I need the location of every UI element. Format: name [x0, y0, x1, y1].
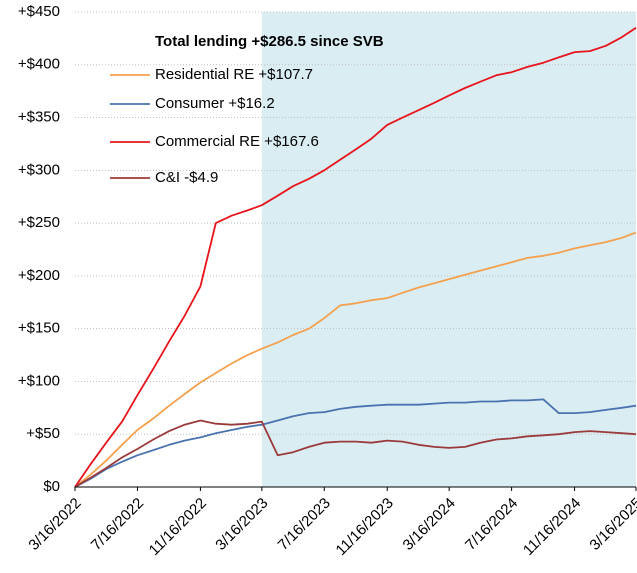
- x-tick-label: 11/16/2022: [146, 495, 210, 559]
- x-tick-label: 7/16/2022: [88, 495, 147, 554]
- x-tick-label: 3/16/2022: [25, 495, 84, 554]
- y-tick-label: $0: [43, 478, 60, 495]
- x-tick-label: 3/16/2025: [586, 495, 637, 554]
- x-tick-label: 3/16/2024: [400, 495, 459, 554]
- series-line: [74, 27, 637, 488]
- x-tick-label: 11/16/2024: [520, 495, 584, 559]
- x-tick-label: 7/16/2024: [462, 495, 521, 554]
- y-tick-label: +$450: [18, 3, 60, 20]
- legend-label: Commercial RE +$167.6: [155, 133, 319, 150]
- y-tick-label: +$350: [18, 109, 60, 126]
- x-tick-label: 3/16/2023: [212, 495, 271, 554]
- y-tick-label: +$200: [18, 267, 60, 284]
- y-tick-label: +$150: [18, 320, 60, 337]
- legend-label: C&I -$4.9: [155, 169, 218, 186]
- series-line: [74, 419, 637, 488]
- x-tick-label: 11/16/2023: [333, 495, 397, 559]
- chart-title: Total lending +$286.5 since SVB: [155, 33, 384, 50]
- y-tick-label: +$300: [18, 161, 60, 178]
- legend-label: Residential RE +$107.7: [155, 66, 313, 83]
- series-line: [74, 398, 637, 488]
- y-tick-label: +$50: [26, 425, 60, 442]
- y-tick-label: +$100: [18, 372, 60, 389]
- legend-label: Consumer +$16.2: [155, 95, 275, 112]
- y-tick-label: +$250: [18, 214, 60, 231]
- series-line: [74, 231, 637, 488]
- y-tick-label: +$400: [18, 56, 60, 73]
- shaded-region: [261, 12, 636, 487]
- x-tick-label: 7/16/2023: [275, 495, 334, 554]
